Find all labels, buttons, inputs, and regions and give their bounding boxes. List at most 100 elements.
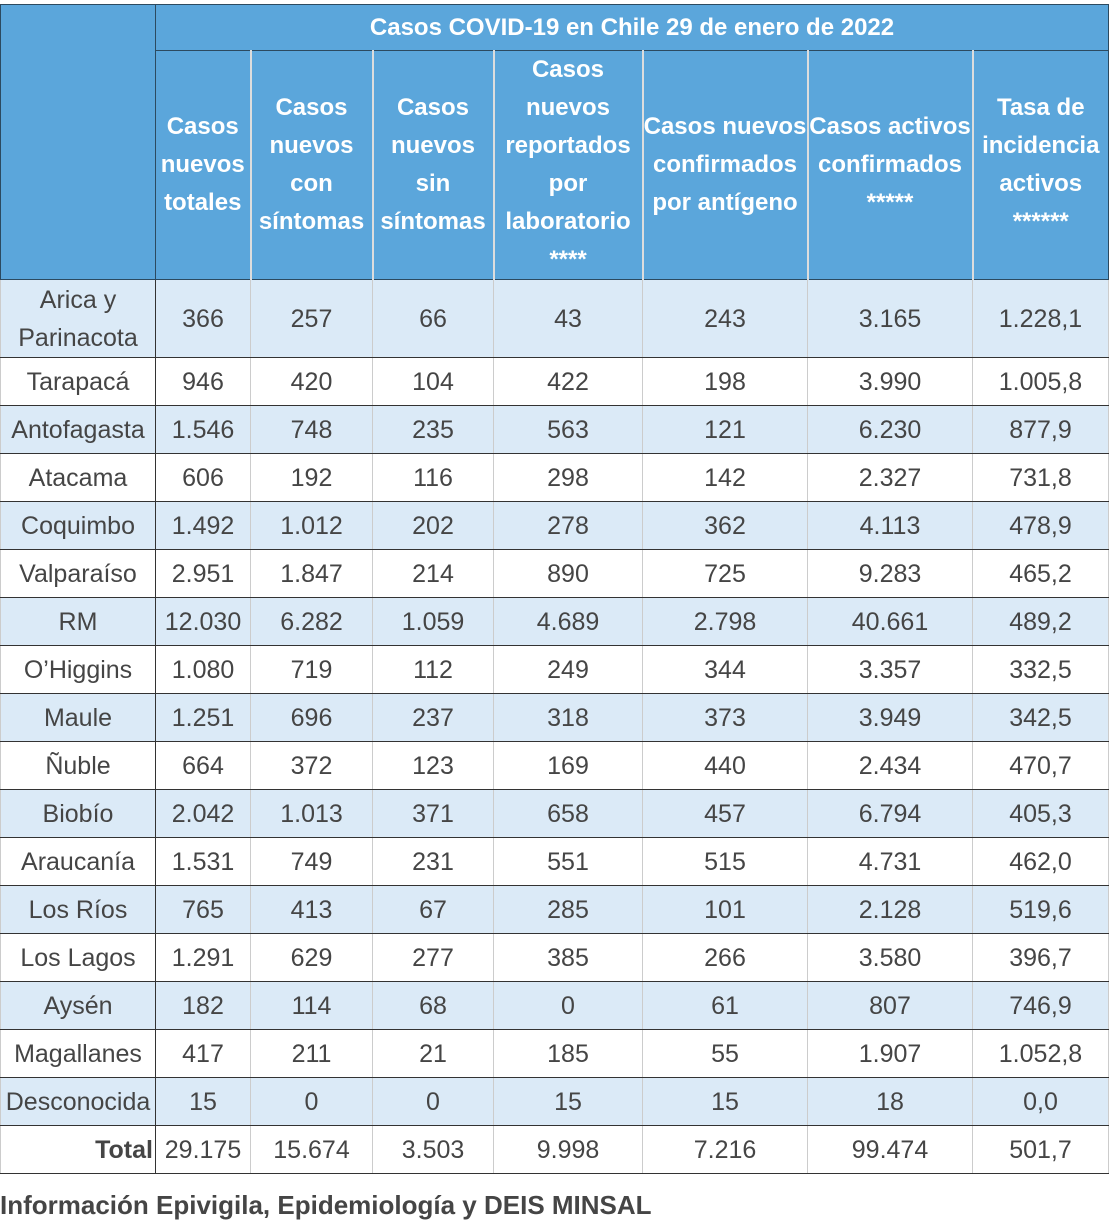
table-cell: 3.357 bbox=[807, 645, 973, 694]
table-row: O’Higgins 1.080 719 112 249 344 3.357 332,5 bbox=[0, 645, 1109, 694]
table-cell: 371 bbox=[372, 789, 494, 838]
table-cell: 1.492 bbox=[155, 501, 251, 550]
table-cell: 249 bbox=[493, 645, 643, 694]
table-cell: 440 bbox=[642, 741, 808, 790]
table-cell: 373 bbox=[642, 693, 808, 742]
table-cell: 0 bbox=[250, 1077, 373, 1126]
table-cell: 285 bbox=[493, 885, 643, 934]
table-cell: 12.030 bbox=[155, 597, 251, 646]
column-header: Casos nuevos reportados por laboratorio … bbox=[492, 50, 643, 280]
region-name: O’Higgins bbox=[0, 645, 156, 694]
table-cell: 3.165 bbox=[807, 279, 973, 358]
table-cell: 765 bbox=[155, 885, 251, 934]
table-cell: 413 bbox=[250, 885, 373, 934]
region-name: Aysén bbox=[0, 981, 156, 1030]
table-row: Aysén 182 114 68 0 61 807 746,9 bbox=[0, 981, 1109, 1030]
total-cell: 501,7 bbox=[972, 1125, 1109, 1174]
table-cell: 366 bbox=[155, 279, 251, 358]
table-cell: 385 bbox=[493, 933, 643, 982]
table-cell: 15 bbox=[155, 1077, 251, 1126]
table-cell: 405,3 bbox=[972, 789, 1109, 838]
table-cell: 1.228,1 bbox=[972, 279, 1109, 358]
table-cell: 563 bbox=[493, 405, 643, 454]
table-row: Antofagasta 1.546 748 235 563 121 6.230 877,9 bbox=[0, 405, 1109, 454]
table-cell: 68 bbox=[372, 981, 494, 1030]
table-cell: 66 bbox=[372, 279, 494, 358]
table-cell: 6.230 bbox=[807, 405, 973, 454]
table-row: Desconocida 15 0 0 15 15 18 0,0 bbox=[0, 1077, 1109, 1126]
table-cell: 101 bbox=[642, 885, 808, 934]
table-cell: 4.689 bbox=[493, 597, 643, 646]
table-cell: 43 bbox=[493, 279, 643, 358]
table-cell: 470,7 bbox=[972, 741, 1109, 790]
table-cell: 0,0 bbox=[972, 1077, 1109, 1126]
table-row: Magallanes 417 211 21 185 55 1.907 1.052,8 bbox=[0, 1029, 1109, 1078]
table-cell: 1.907 bbox=[807, 1029, 973, 1078]
region-name: Tarapacá bbox=[0, 357, 156, 406]
table-row: Tarapacá 946 420 104 422 198 3.990 1.005,8 bbox=[0, 357, 1109, 406]
table-cell: 214 bbox=[372, 549, 494, 598]
table-cell: 362 bbox=[642, 501, 808, 550]
table-cell: 278 bbox=[493, 501, 643, 550]
table-cell: 202 bbox=[372, 501, 494, 550]
table-cell: 629 bbox=[250, 933, 373, 982]
table-cell: 123 bbox=[372, 741, 494, 790]
table-cell: 67 bbox=[372, 885, 494, 934]
table-cell: 3.580 bbox=[807, 933, 973, 982]
table-cell: 2.434 bbox=[807, 741, 973, 790]
table-cell: 4.731 bbox=[807, 837, 973, 886]
table-cell: 877,9 bbox=[972, 405, 1109, 454]
table-cell: 0 bbox=[372, 1077, 494, 1126]
total-row: Total 29.175 15.674 3.503 9.998 7.216 99.474 50… bbox=[0, 1125, 1109, 1174]
table-cell: 465,2 bbox=[972, 549, 1109, 598]
column-header: Casos nuevos confirmados por antígeno bbox=[641, 50, 808, 280]
table-row: Coquimbo 1.492 1.012 202 278 362 4.113 478,9 bbox=[0, 501, 1109, 550]
table-cell: 1.291 bbox=[155, 933, 251, 982]
table-cell: 3.949 bbox=[807, 693, 973, 742]
table-cell: 266 bbox=[642, 933, 808, 982]
table-row: Los Ríos 765 413 67 285 101 2.128 519,6 bbox=[0, 885, 1109, 934]
table-cell: 719 bbox=[250, 645, 373, 694]
table-row: Ñuble 664 372 123 169 440 2.434 470,7 bbox=[0, 741, 1109, 790]
table-cell: 142 bbox=[642, 453, 808, 502]
table-cell: 890 bbox=[493, 549, 643, 598]
table-cell: 462,0 bbox=[972, 837, 1109, 886]
table-cell: 6.282 bbox=[250, 597, 373, 646]
table-cell: 696 bbox=[250, 693, 373, 742]
table-cell: 1.052,8 bbox=[972, 1029, 1109, 1078]
table-title: Casos COVID-19 en Chile 29 de enero de 2… bbox=[155, 4, 1109, 51]
region-name: Ñuble bbox=[0, 741, 156, 790]
table-row: Arica y Parinacota 366 257 66 43 243 3.165 1.22… bbox=[0, 279, 1109, 358]
table-cell: 396,7 bbox=[972, 933, 1109, 982]
table-cell: 9.283 bbox=[807, 549, 973, 598]
table-cell: 344 bbox=[642, 645, 808, 694]
table-row: Araucanía 1.531 749 231 551 515 4.731 462,0 bbox=[0, 837, 1109, 886]
table-cell: 749 bbox=[250, 837, 373, 886]
table-cell: 489,2 bbox=[972, 597, 1109, 646]
region-name: Antofagasta bbox=[0, 405, 156, 454]
table-cell: 1.059 bbox=[372, 597, 494, 646]
table-cell: 237 bbox=[372, 693, 494, 742]
table-cell: 748 bbox=[250, 405, 373, 454]
table-cell: 2.327 bbox=[807, 453, 973, 502]
total-cell: 29.175 bbox=[155, 1125, 251, 1174]
table-cell: 1.080 bbox=[155, 645, 251, 694]
table-row: Biobío 2.042 1.013 371 658 457 6.794 405,3 bbox=[0, 789, 1109, 838]
table-cell: 457 bbox=[642, 789, 808, 838]
table-cell: 104 bbox=[372, 357, 494, 406]
region-name: Araucanía bbox=[0, 837, 156, 886]
table-cell: 18 bbox=[807, 1077, 973, 1126]
table-cell: 332,5 bbox=[972, 645, 1109, 694]
table-cell: 519,6 bbox=[972, 885, 1109, 934]
table-cell: 2.128 bbox=[807, 885, 973, 934]
table-cell: 15 bbox=[642, 1077, 808, 1126]
region-name: Los Ríos bbox=[0, 885, 156, 934]
table-cell: 116 bbox=[372, 453, 494, 502]
table-cell: 15 bbox=[493, 1077, 643, 1126]
table-cell: 231 bbox=[372, 837, 494, 886]
region-header-blank bbox=[0, 4, 156, 280]
table-cell: 257 bbox=[250, 279, 373, 358]
table-cell: 169 bbox=[493, 741, 643, 790]
table-cell: 1.012 bbox=[250, 501, 373, 550]
table-cell: 121 bbox=[642, 405, 808, 454]
